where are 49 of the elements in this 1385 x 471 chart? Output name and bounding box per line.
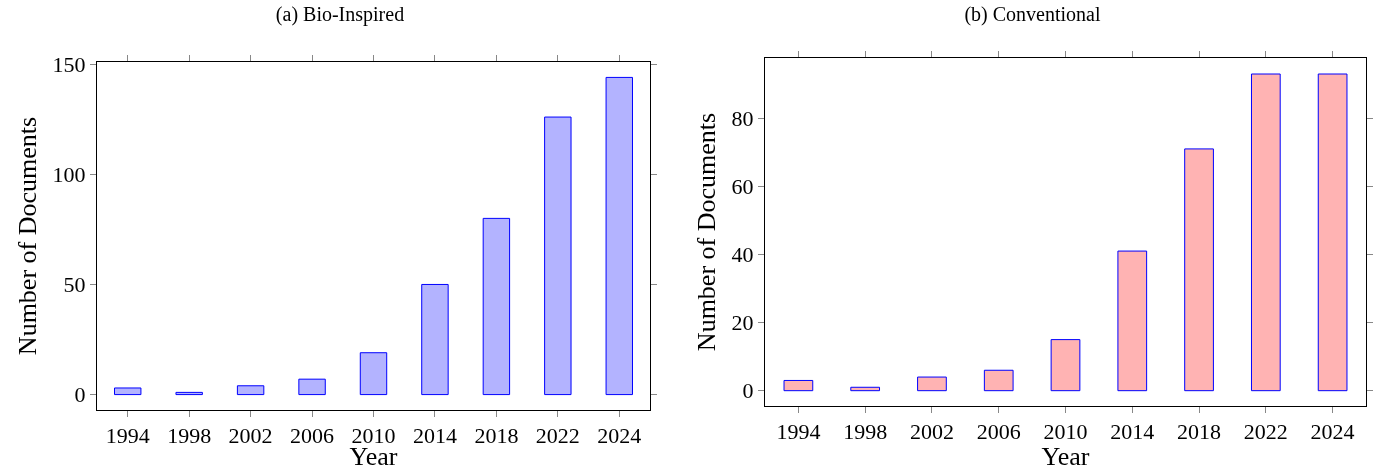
y-tick-label: 100 (52, 162, 86, 188)
bar (482, 217, 511, 396)
chart-title: (b) Conventional (964, 3, 1101, 27)
x-tick-label: 2022 (535, 423, 580, 449)
x-axis-title: Year (1041, 442, 1090, 471)
y-tick-label: 50 (63, 272, 86, 298)
bar (359, 352, 388, 396)
x-tick-label: 1994 (105, 423, 150, 449)
bar (1184, 148, 1214, 392)
y-tick-label: 0 (74, 382, 86, 408)
x-tick-label: 2024 (597, 423, 642, 449)
bar (175, 391, 203, 396)
bar (236, 385, 265, 396)
y-tick-label: 80 (731, 105, 754, 131)
chart-title: (a) Bio-Inspired (275, 3, 405, 27)
bar (421, 283, 449, 396)
x-tick-label: 2022 (1243, 419, 1288, 445)
bar (298, 378, 326, 396)
x-tick-label: 1998 (843, 419, 888, 445)
x-tick-label: 2010 (1043, 419, 1088, 445)
bar (1317, 73, 1348, 392)
bar (1117, 250, 1148, 392)
y-tick-label: 40 (731, 242, 754, 268)
bar (783, 379, 814, 392)
x-tick-label: 2006 (976, 419, 1021, 445)
x-tick-label: 2018 (474, 423, 519, 449)
x-tick-label: 2014 (1110, 419, 1155, 445)
y-axis-title: Number of Documents (692, 112, 721, 352)
x-tick-label: 2006 (290, 423, 335, 449)
bar (850, 386, 881, 392)
bar (917, 376, 947, 392)
x-tick-label: 2024 (1310, 419, 1355, 445)
bar (544, 116, 572, 396)
y-tick-label: 20 (731, 310, 754, 336)
x-tick-label: 2014 (412, 423, 457, 449)
x-tick-label: 2002 (228, 423, 273, 449)
x-tick-label: 2018 (1177, 419, 1222, 445)
y-tick-label: 150 (52, 51, 86, 77)
x-tick-label: 2002 (909, 419, 954, 445)
y-axis-title: Number of Documents (13, 116, 42, 356)
bar (1250, 73, 1281, 392)
y-tick-label: 0 (742, 378, 754, 404)
x-tick-label: 1994 (776, 419, 821, 445)
bar (1050, 339, 1081, 392)
x-tick-label: 1998 (167, 423, 212, 449)
y-tick-label: 60 (731, 174, 754, 200)
bar (605, 76, 633, 396)
bar (983, 369, 1014, 392)
bar (114, 387, 142, 396)
